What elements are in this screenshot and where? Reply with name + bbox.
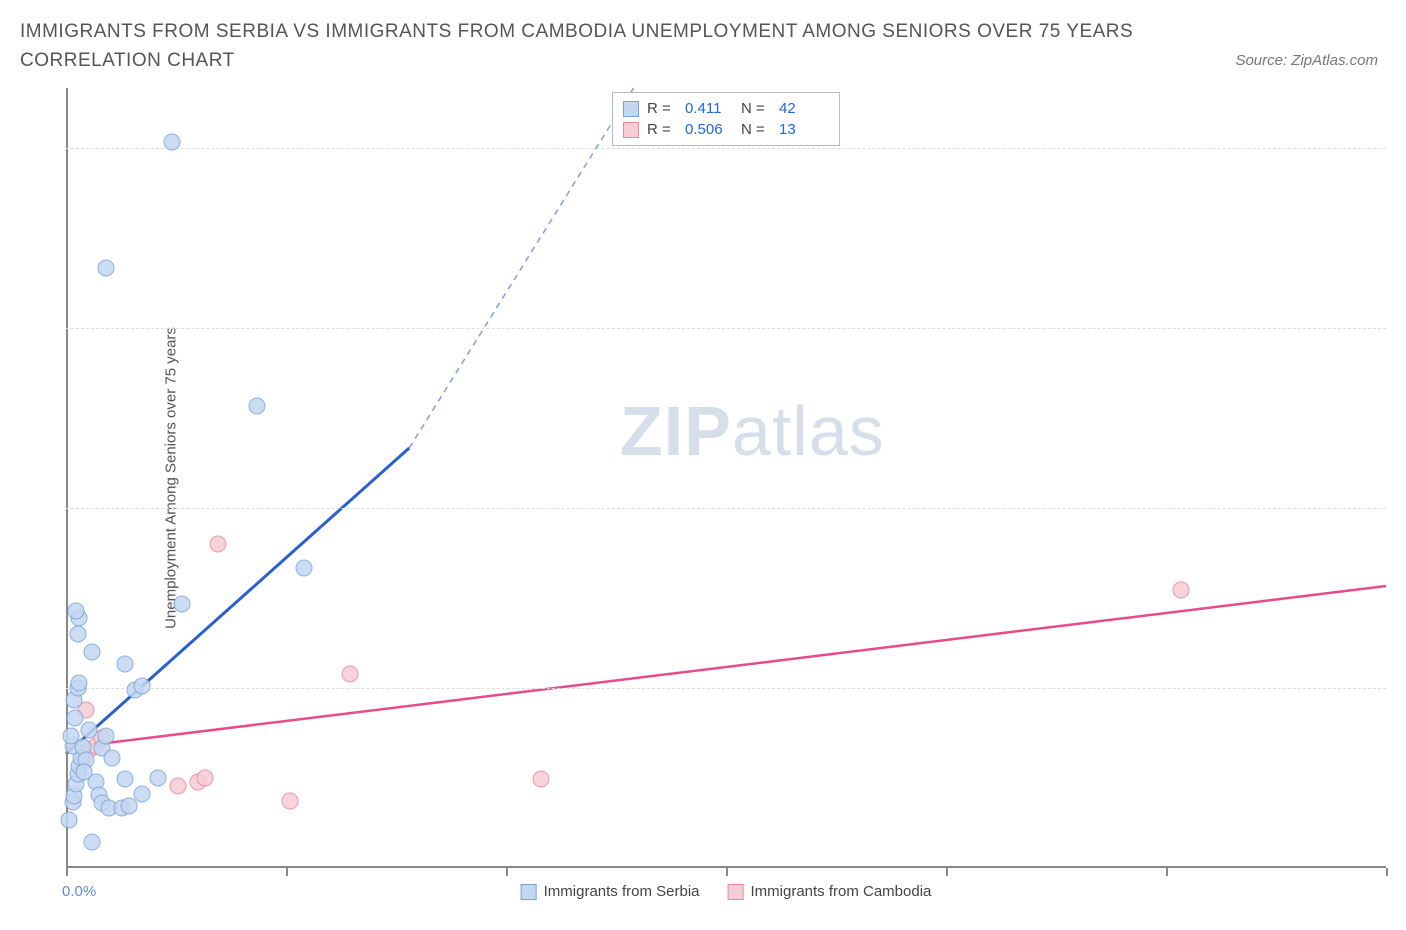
data-point — [533, 771, 550, 788]
legend-row-cambodia: R = 0.506 N = 13 — [623, 119, 827, 140]
series-legend: Immigrants from Serbia Immigrants from C… — [521, 883, 932, 900]
data-point — [163, 134, 180, 151]
data-point — [61, 812, 78, 829]
legend-r-value-cambodia: 0.506 — [685, 119, 733, 140]
legend-r-label: R = — [647, 98, 677, 119]
data-point — [249, 398, 266, 415]
gridline — [66, 688, 1386, 689]
legend-label-cambodia: Immigrants from Cambodia — [750, 883, 931, 900]
data-point — [84, 644, 101, 661]
x-tick — [286, 868, 288, 876]
data-point — [282, 792, 299, 809]
x-tick — [726, 868, 728, 876]
plot-region: ZIPatlas — [66, 88, 1386, 868]
data-point — [117, 771, 134, 788]
gridline — [66, 508, 1386, 509]
legend-row-serbia: R = 0.411 N = 42 — [623, 98, 827, 119]
data-point — [196, 770, 213, 787]
legend-item-cambodia: Immigrants from Cambodia — [727, 883, 931, 900]
legend-item-serbia: Immigrants from Serbia — [521, 883, 700, 900]
data-point — [209, 536, 226, 553]
legend-r-value-serbia: 0.411 — [685, 98, 733, 119]
data-point — [1173, 581, 1190, 598]
x-tick — [1166, 868, 1168, 876]
x-tick — [1386, 868, 1388, 876]
legend-swatch-serbia — [623, 101, 639, 117]
data-point — [170, 778, 187, 795]
gridline — [66, 328, 1386, 329]
legend-r-label: R = — [647, 119, 677, 140]
chart-title: IMMIGRANTS FROM SERBIA VS IMMIGRANTS FRO… — [20, 18, 1140, 75]
data-point — [67, 710, 84, 727]
data-point — [69, 626, 86, 643]
legend-n-value-cambodia: 13 — [779, 119, 827, 140]
data-point — [84, 833, 101, 850]
data-point — [97, 260, 114, 277]
data-point — [295, 560, 312, 577]
x-tick — [946, 868, 948, 876]
data-point — [104, 749, 121, 766]
data-point — [71, 675, 88, 692]
data-point — [133, 785, 150, 802]
legend-swatch-cambodia — [623, 122, 639, 138]
data-point — [117, 656, 134, 673]
legend-n-value-serbia: 42 — [779, 98, 827, 119]
data-point — [173, 596, 190, 613]
data-point — [120, 797, 137, 814]
source-attribution: Source: ZipAtlas.com — [1235, 52, 1378, 69]
legend-n-label: N = — [741, 98, 771, 119]
legend-label-serbia: Immigrants from Serbia — [544, 883, 700, 900]
data-point — [81, 722, 98, 739]
data-point — [133, 677, 150, 694]
legend-swatch-cambodia — [727, 884, 743, 900]
regression-line-extrapolated — [409, 88, 633, 448]
x-tick — [506, 868, 508, 876]
x-tick — [66, 868, 68, 876]
x-tick-label-min: 0.0% — [62, 883, 96, 900]
data-point — [341, 665, 358, 682]
regression-line — [66, 448, 409, 754]
correlation-legend: R = 0.411 N = 42 R = 0.506 N = 13 — [612, 92, 840, 146]
gridline — [66, 148, 1386, 149]
legend-n-label: N = — [741, 119, 771, 140]
data-point — [67, 603, 84, 620]
legend-swatch-serbia — [521, 884, 537, 900]
data-point — [97, 728, 114, 745]
data-point — [150, 770, 167, 787]
regression-line — [66, 586, 1386, 748]
chart-area: Unemployment Among Seniors over 75 years… — [66, 88, 1386, 868]
